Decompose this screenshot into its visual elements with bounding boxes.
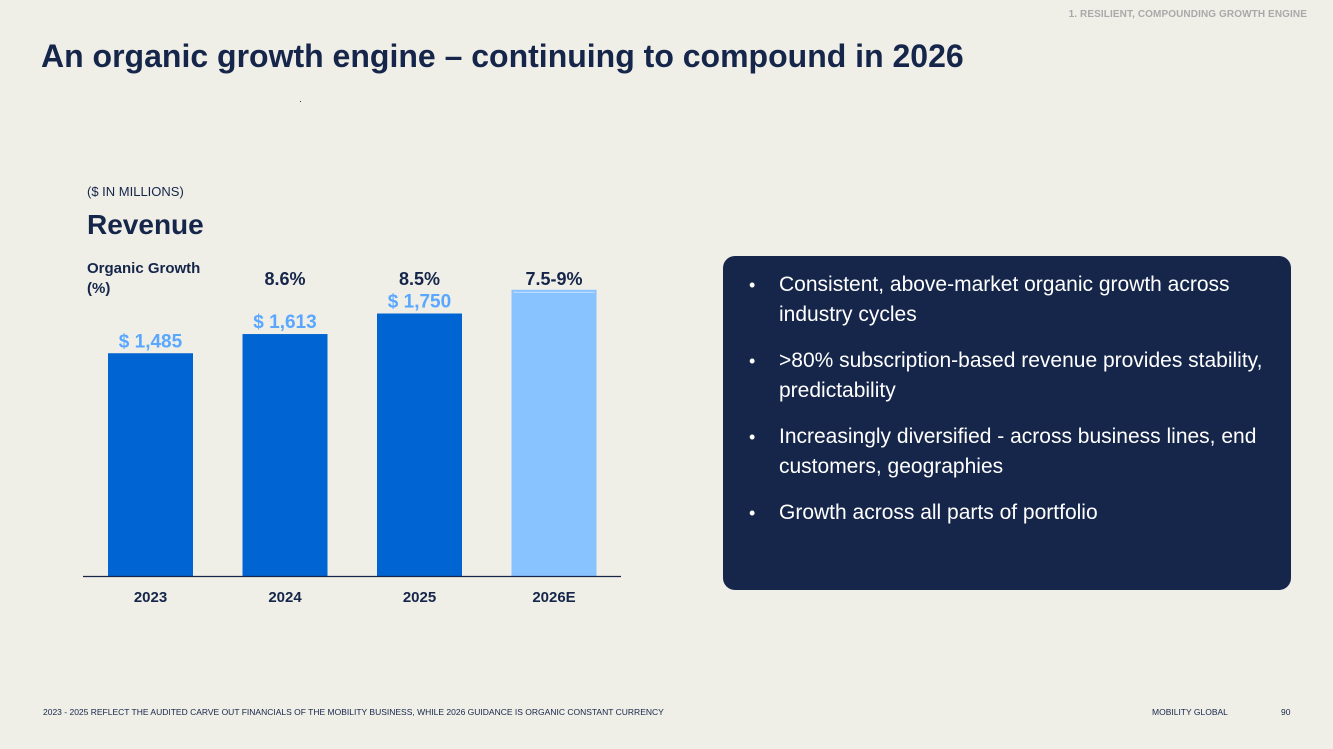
bullet-text: Consistent, above-market organic growth … [779, 273, 1230, 326]
growth-rate-label: 8.6% [264, 269, 305, 289]
estimate-range-band [511, 289, 597, 295]
bullet-item: • Growth across all parts of portfolio [747, 498, 1269, 528]
x-tick-label: 2023 [134, 589, 167, 606]
key-points-panel: • Consistent, above-market organic growth… [723, 256, 1291, 590]
x-tick-label: 2026E [532, 589, 575, 606]
bullet-item: • Increasingly diversified - across busin… [747, 422, 1269, 482]
bar-value-label: $ 1,613 [253, 312, 316, 333]
bar-value-label: $ 1,750 [388, 292, 451, 313]
bullet-item: • >80% subscription-based revenue provide… [747, 346, 1269, 406]
revenue-bar [108, 353, 193, 576]
bullet-dot-icon: • [749, 503, 756, 523]
organic-growth-label: Organic Growth (%) [87, 260, 201, 297]
x-tick-label: 2025 [403, 589, 436, 606]
bar-value-label: $ 1,485 [119, 331, 183, 352]
bullet-item: • Consistent, above-market organic growth… [747, 270, 1269, 330]
revenue-bar-chart: $ 1,485 2023 $ 1,613 8.6% 2024 $ 1,750 8.5% 202… [83, 269, 621, 606]
estimate-bar [511, 293, 597, 576]
footnote: 2023 - 2025 REFLECT THE AUDITED CARVE OU… [43, 707, 664, 717]
page-number: 90 [1281, 707, 1291, 717]
brand-name: MOBILITY GLOBAL [1152, 707, 1228, 717]
bullet-text: Growth across all parts of portfolio [779, 501, 1098, 524]
growth-rate-label: 8.5% [399, 269, 440, 289]
bullet-dot-icon: • [749, 427, 756, 447]
revenue-bar [242, 334, 328, 576]
section-tag: 1. RESILIENT, COMPOUNDING GROWTH ENGINE [1068, 9, 1307, 20]
bullet-dot-icon: • [749, 351, 756, 371]
bullet-text: Increasingly diversified - across busine… [779, 425, 1257, 478]
chart-unit-label: ($ IN MILLIONS) [87, 184, 184, 199]
stray-dot [300, 101, 301, 102]
x-tick-label: 2024 [268, 589, 302, 606]
growth-rate-label: 7.5-9% [525, 269, 582, 289]
key-points-list: • Consistent, above-market organic growth… [747, 270, 1269, 528]
bullet-text: >80% subscription-based revenue provides… [779, 349, 1263, 402]
page-title: An organic growth engine – continuing to… [41, 38, 964, 74]
chart-title: Revenue [87, 209, 204, 240]
revenue-bar [377, 313, 462, 576]
bullet-dot-icon: • [749, 275, 756, 295]
